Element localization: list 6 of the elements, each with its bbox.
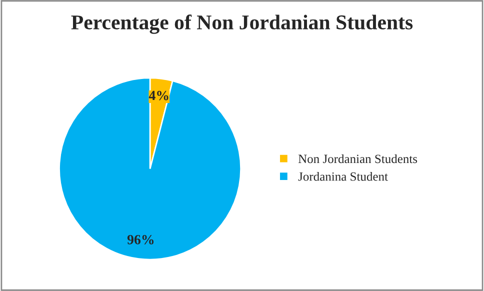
chart-title: Percentage of Non Jordanian Students — [71, 14, 413, 34]
pie-slice — [58, 77, 242, 260]
data-label: 4% — [148, 90, 168, 100]
legend-label: Non Jordanian Students — [298, 154, 418, 164]
legend-label: Jordanina Student — [298, 172, 388, 181]
data-label: 96% — [127, 234, 154, 244]
